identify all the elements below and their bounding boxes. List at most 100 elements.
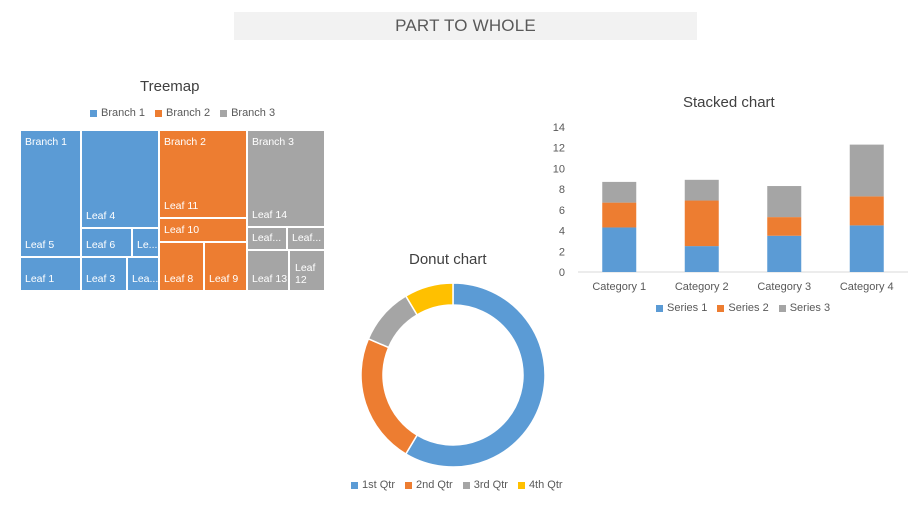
treemap-leaf: Leaf 8 [159, 242, 204, 291]
legend-label: Branch 1 [101, 107, 146, 119]
legend-label: 1st Qtr [362, 479, 396, 491]
legend-item-branch-2: Branch 2 [155, 107, 210, 119]
donut-slice [404, 282, 454, 316]
bar-segment [602, 181, 637, 203]
treemap-leaf: Branch 3 Leaf 14 [247, 130, 325, 227]
treemap-leaf: Branch 2 Leaf 11 [159, 130, 247, 218]
bar-segment [849, 196, 884, 226]
y-tick-label: 10 [553, 163, 565, 175]
legend-swatch [155, 109, 163, 117]
treemap-leaf: Leaf 4 [81, 130, 159, 228]
page-banner-title: PART TO WHOLE [234, 12, 697, 40]
treemap-leaf: Leaf 1 [20, 257, 81, 291]
treemap-leaf-label: Le... [137, 239, 158, 251]
legend-swatch [462, 481, 470, 489]
treemap-leaf: Leaf 3 [81, 257, 127, 291]
treemap-plot: Branch 1 Leaf 5 Leaf 4 Leaf 6 Le... Leaf… [20, 130, 325, 291]
bar-segment [602, 202, 637, 228]
treemap-branch-label: Branch 1 [25, 136, 68, 148]
legend-label: 4th Qtr [528, 479, 563, 491]
y-tick-label: 12 [553, 143, 565, 155]
bar-segment [767, 186, 802, 218]
legend-swatch [717, 304, 725, 312]
treemap-leaf-label: Leaf 9 [209, 273, 239, 285]
stacked-chart-plot: 0 2 4 6 8 10 12 14 Category 1 Category 2 Category … [553, 122, 908, 293]
bar-segment [767, 235, 802, 272]
legend-item-series-2: Series 2 [717, 302, 769, 314]
bar-segment [849, 144, 884, 197]
y-tick-label: 14 [553, 122, 565, 134]
treemap-branch-label: Branch 2 [164, 136, 207, 148]
legend-label: Branch 2 [166, 107, 211, 119]
treemap-leaf-label: Leaf 14 [252, 209, 288, 221]
stacked-chart-legend: Series 1 Series 2 Series 3 [656, 302, 830, 314]
bar-segment [767, 217, 802, 236]
treemap-leaf-label: Leaf 13 [252, 273, 288, 285]
donut-slice [404, 282, 546, 468]
donut-slice [360, 337, 419, 456]
treemap-leaf: Le... [132, 228, 159, 257]
legend-item-3rd-qtr: 3rd Qtr [462, 479, 508, 491]
y-tick-label: 4 [559, 226, 565, 238]
bar-segment [849, 225, 884, 272]
y-tick-label: 0 [559, 267, 565, 279]
legend-label: Series 2 [728, 302, 769, 314]
x-tick-label: Category 3 [757, 281, 811, 293]
legend-swatch [351, 481, 358, 489]
treemap-leaf: Branch 1 Leaf 5 [20, 130, 81, 257]
treemap-leaf-label: Leaf 1 [25, 273, 55, 285]
treemap-leaf: Leaf 10 [159, 218, 247, 242]
legend-label: Branch 3 [231, 107, 276, 119]
donut-chart-title: Donut chart [409, 251, 487, 268]
legend-item-series-1: Series 1 [656, 302, 707, 314]
legend-swatch [656, 304, 663, 312]
treemap-branch-label: Branch 3 [252, 136, 295, 148]
legend-item-branch-1: Branch 1 [90, 107, 145, 119]
x-tick-label: Category 2 [675, 281, 729, 293]
bar-segment [684, 246, 719, 272]
stacked-chart-title: Stacked chart [683, 94, 775, 111]
legend-swatch [778, 304, 786, 312]
y-tick-label: 2 [559, 246, 565, 258]
x-tick-label: Category 1 [592, 281, 646, 293]
treemap-leaf: Lea... [127, 257, 159, 291]
legend-swatch [90, 109, 97, 117]
legend-label: 2nd Qtr [416, 479, 453, 491]
treemap-leaf-label: Leaf... [292, 232, 322, 244]
y-tick-label: 6 [559, 205, 565, 217]
treemap-leaf-label: Leaf 6 [86, 239, 116, 251]
legend-label: Series 3 [789, 302, 831, 314]
treemap-leaf-label: Leaf 5 [25, 239, 55, 251]
bar-segment [602, 227, 637, 272]
treemap-leaf-label: Leaf 8 [164, 273, 194, 285]
treemap-leaf: Leaf 6 [81, 228, 132, 257]
donut-chart-plot [360, 282, 546, 468]
treemap-leaf: Leaf 12 [289, 250, 325, 291]
legend-item-series-3: Series 3 [778, 302, 831, 314]
treemap-leaf-label: Leaf 10 [164, 224, 200, 236]
x-tick-label: Category 4 [840, 281, 894, 293]
legend-item-1st-qtr: 1st Qtr [351, 479, 395, 491]
legend-item-branch-3: Branch 3 [220, 107, 275, 119]
legend-swatch [405, 481, 413, 489]
treemap-leaf-label: Leaf 12 [295, 262, 316, 286]
bar-segment [684, 200, 719, 247]
bar-segment [684, 179, 719, 201]
legend-label: 3rd Qtr [473, 479, 508, 491]
legend-label: Series 1 [667, 302, 708, 314]
treemap-leaf-label: Leaf 11 [164, 200, 199, 212]
treemap-leaf-label: Lea... [132, 273, 159, 285]
legend-swatch [220, 109, 228, 117]
legend-item-2nd-qtr: 2nd Qtr [405, 479, 453, 491]
treemap-leaf: Leaf 9 [204, 242, 247, 291]
treemap-title: Treemap [140, 78, 200, 95]
y-tick-label: 8 [559, 184, 565, 196]
treemap-leaf: Leaf... [287, 227, 325, 250]
treemap-legend: Branch 1 Branch 2 Branch 3 [90, 107, 275, 119]
legend-item-4th-qtr: 4th Qtr [517, 479, 563, 491]
treemap-leaf-label: Leaf 4 [86, 210, 116, 222]
legend-swatch [517, 481, 525, 489]
treemap-leaf-label: Leaf 3 [86, 273, 116, 285]
treemap-leaf: Leaf 13 [247, 250, 289, 291]
treemap-leaf: Leaf... [247, 227, 287, 250]
